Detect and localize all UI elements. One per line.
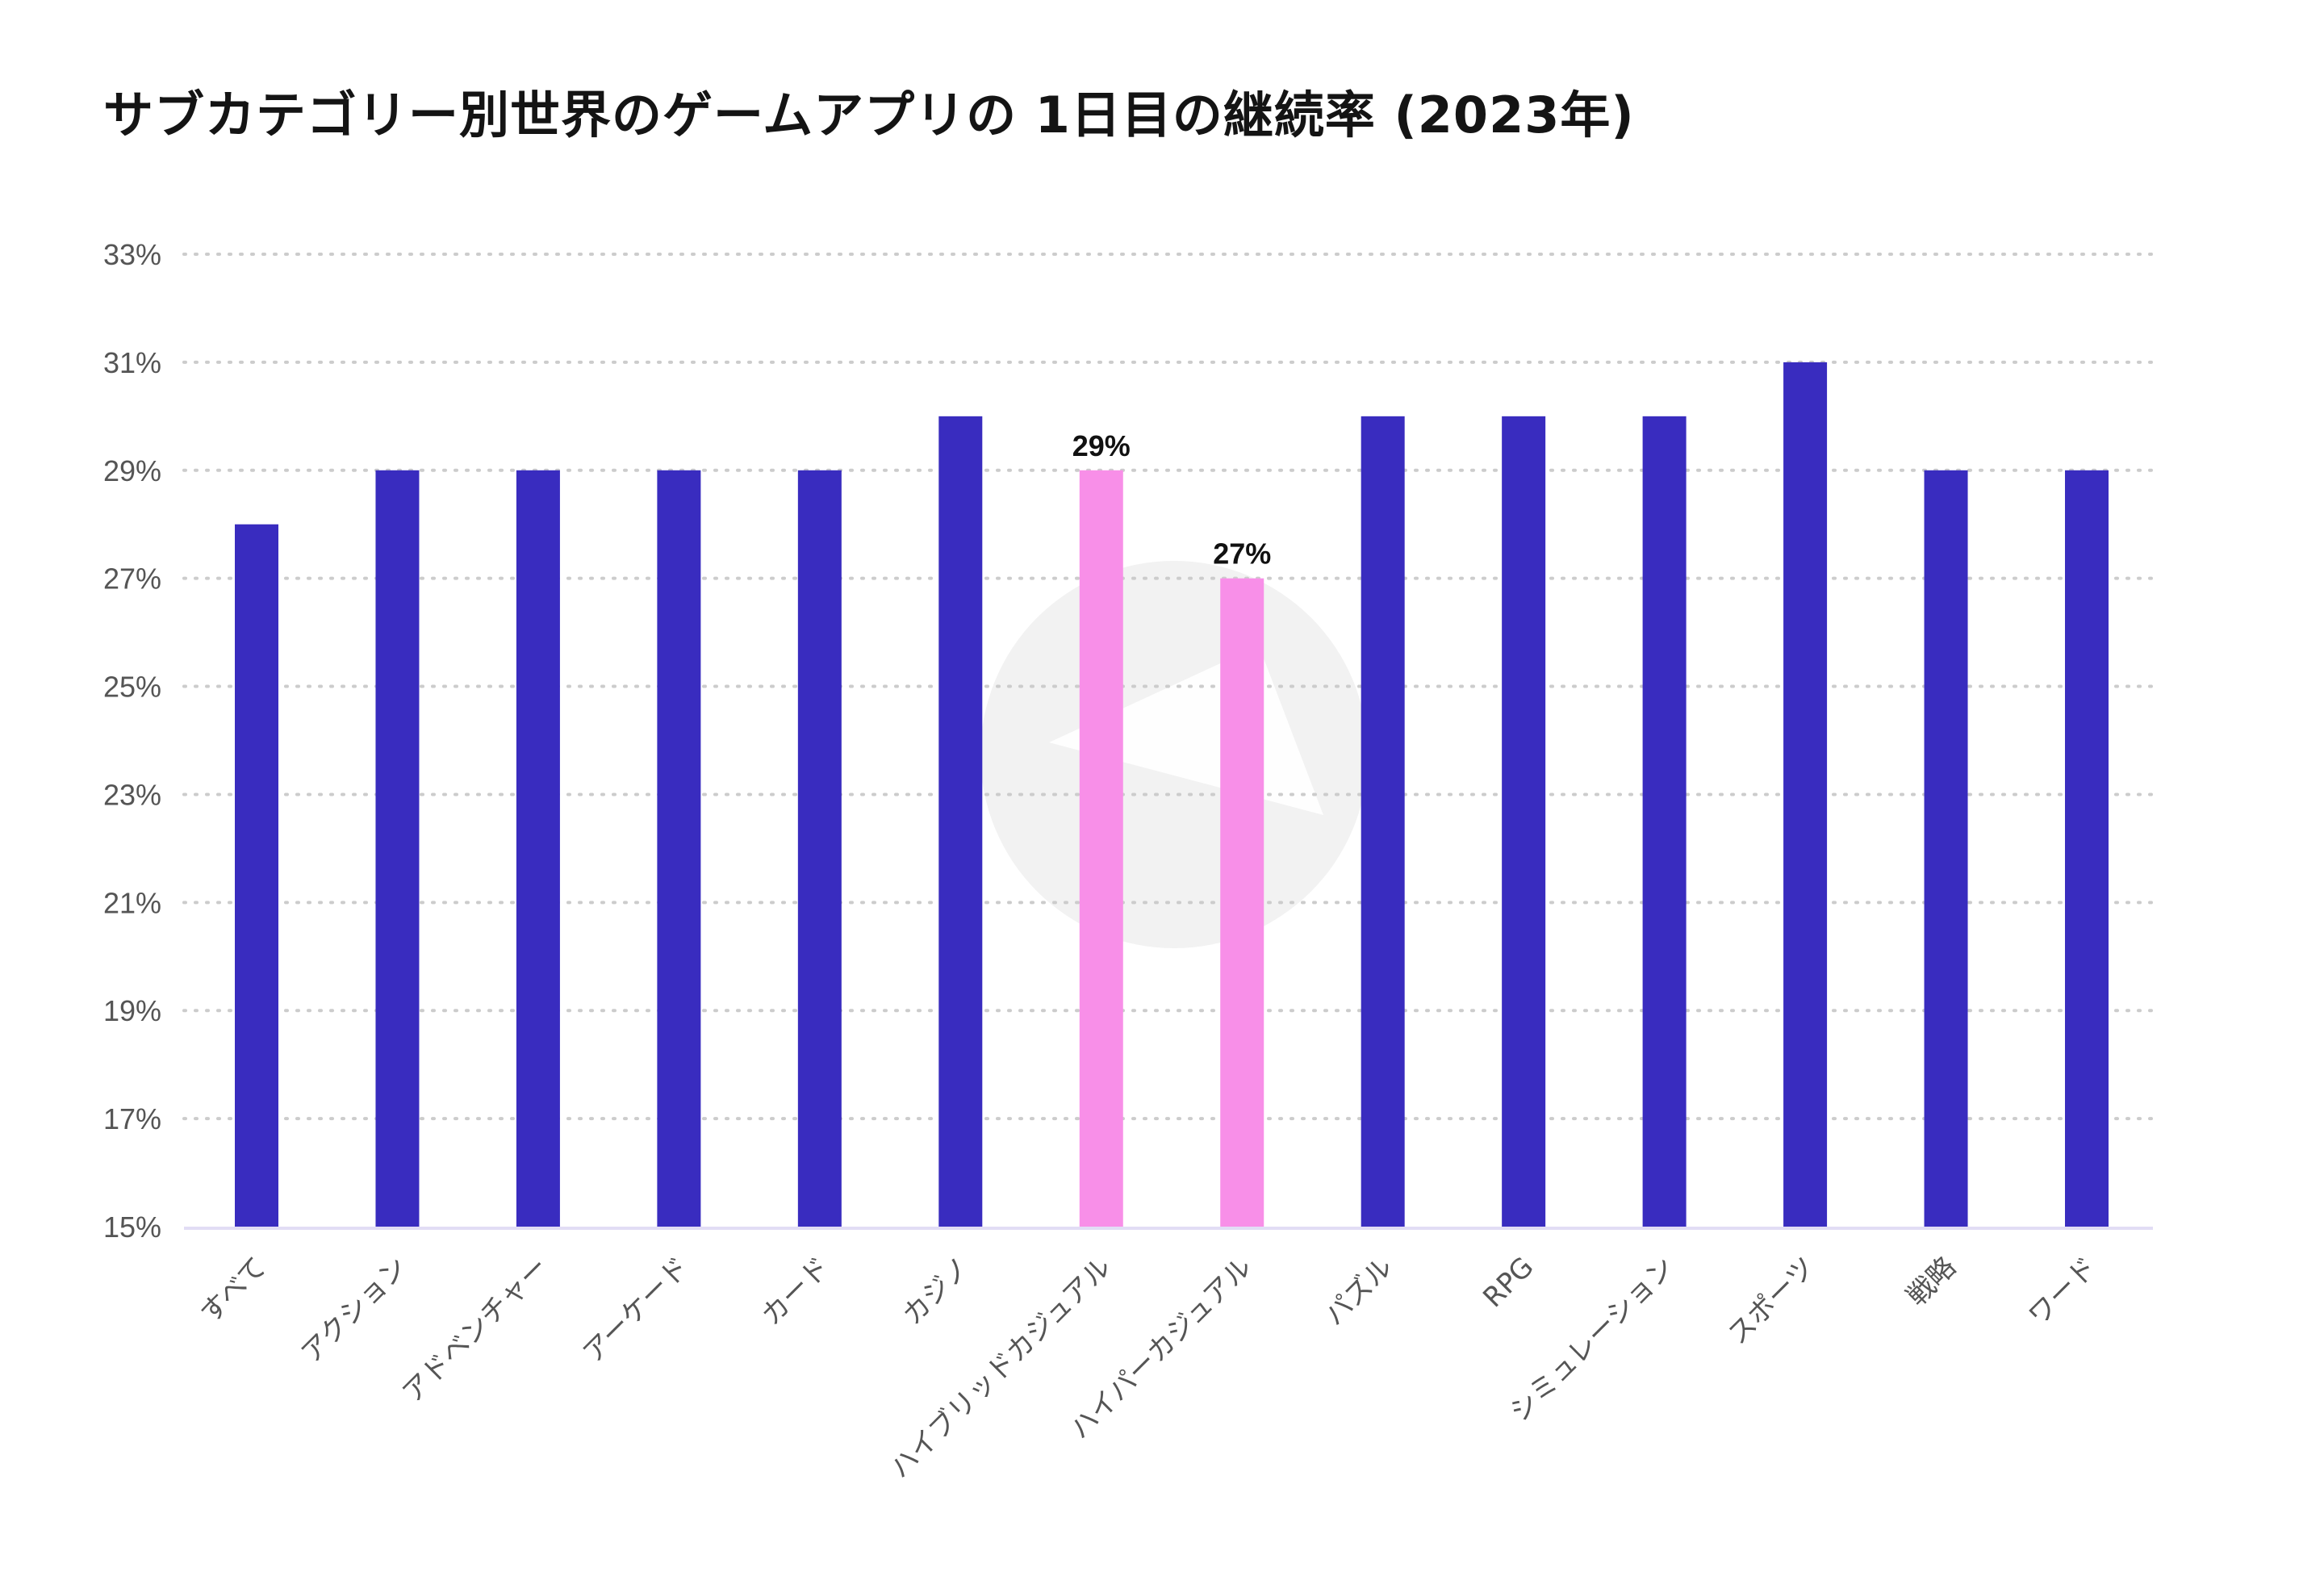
y-tick-label: 25% <box>103 671 161 704</box>
x-tick-label: アドベンチャー <box>396 1251 554 1409</box>
bar-8 <box>1220 578 1264 1227</box>
data-label: 29% <box>1072 429 1131 462</box>
bar-14 <box>2065 470 2109 1227</box>
y-tick-label: 15% <box>103 1210 161 1244</box>
bar-11 <box>1642 416 1687 1227</box>
y-tick-label: 19% <box>103 994 161 1027</box>
y-tick-label: 29% <box>103 454 161 487</box>
bar-2 <box>375 470 420 1227</box>
bar-12 <box>1783 362 1828 1227</box>
y-tick-label: 21% <box>103 886 161 919</box>
x-tick-label: カード <box>755 1251 836 1332</box>
y-tick-label: 23% <box>103 778 161 811</box>
watermark-logo <box>980 561 1368 948</box>
x-tick-label: すべて <box>194 1251 274 1330</box>
x-tick-label: スポーツ <box>1721 1251 1821 1351</box>
x-tick-label: ワード <box>2022 1251 2103 1332</box>
x-tick-label: アーケード <box>577 1251 696 1369</box>
bar-1 <box>235 524 278 1227</box>
data-labels: 29% 27% <box>1072 429 1272 571</box>
bar-3 <box>516 470 560 1227</box>
bar-7 <box>1079 470 1123 1227</box>
bar-10 <box>1502 416 1546 1227</box>
y-tick-label: 17% <box>103 1102 161 1135</box>
y-tick-label: 31% <box>103 346 161 379</box>
y-tick-label: 33% <box>103 238 161 271</box>
y-axis-ticks: 15% 17% 19% 21% 23% 25% 27% 29% 31% 33% <box>103 238 161 1244</box>
x-tick-label: パズル <box>1319 1251 1399 1332</box>
x-tick-label: 戦略 <box>1901 1251 1962 1312</box>
bar-5 <box>797 470 842 1227</box>
bar-6 <box>938 416 983 1227</box>
x-tick-label: アクション <box>295 1251 414 1369</box>
x-tick-label: カジノ <box>897 1251 977 1332</box>
bar-13 <box>1924 470 1968 1227</box>
gridlines <box>182 253 2155 1121</box>
data-label: 27% <box>1213 537 1271 571</box>
bar-4 <box>657 470 701 1227</box>
bars <box>235 362 2109 1227</box>
y-tick-label: 27% <box>103 562 161 596</box>
x-tick-label: RPG <box>1477 1251 1540 1314</box>
chart-title: サブカテゴリー別世界のゲームアプリの 1日目の継続率 (2023年) <box>103 86 1635 144</box>
bar-9 <box>1361 416 1405 1227</box>
